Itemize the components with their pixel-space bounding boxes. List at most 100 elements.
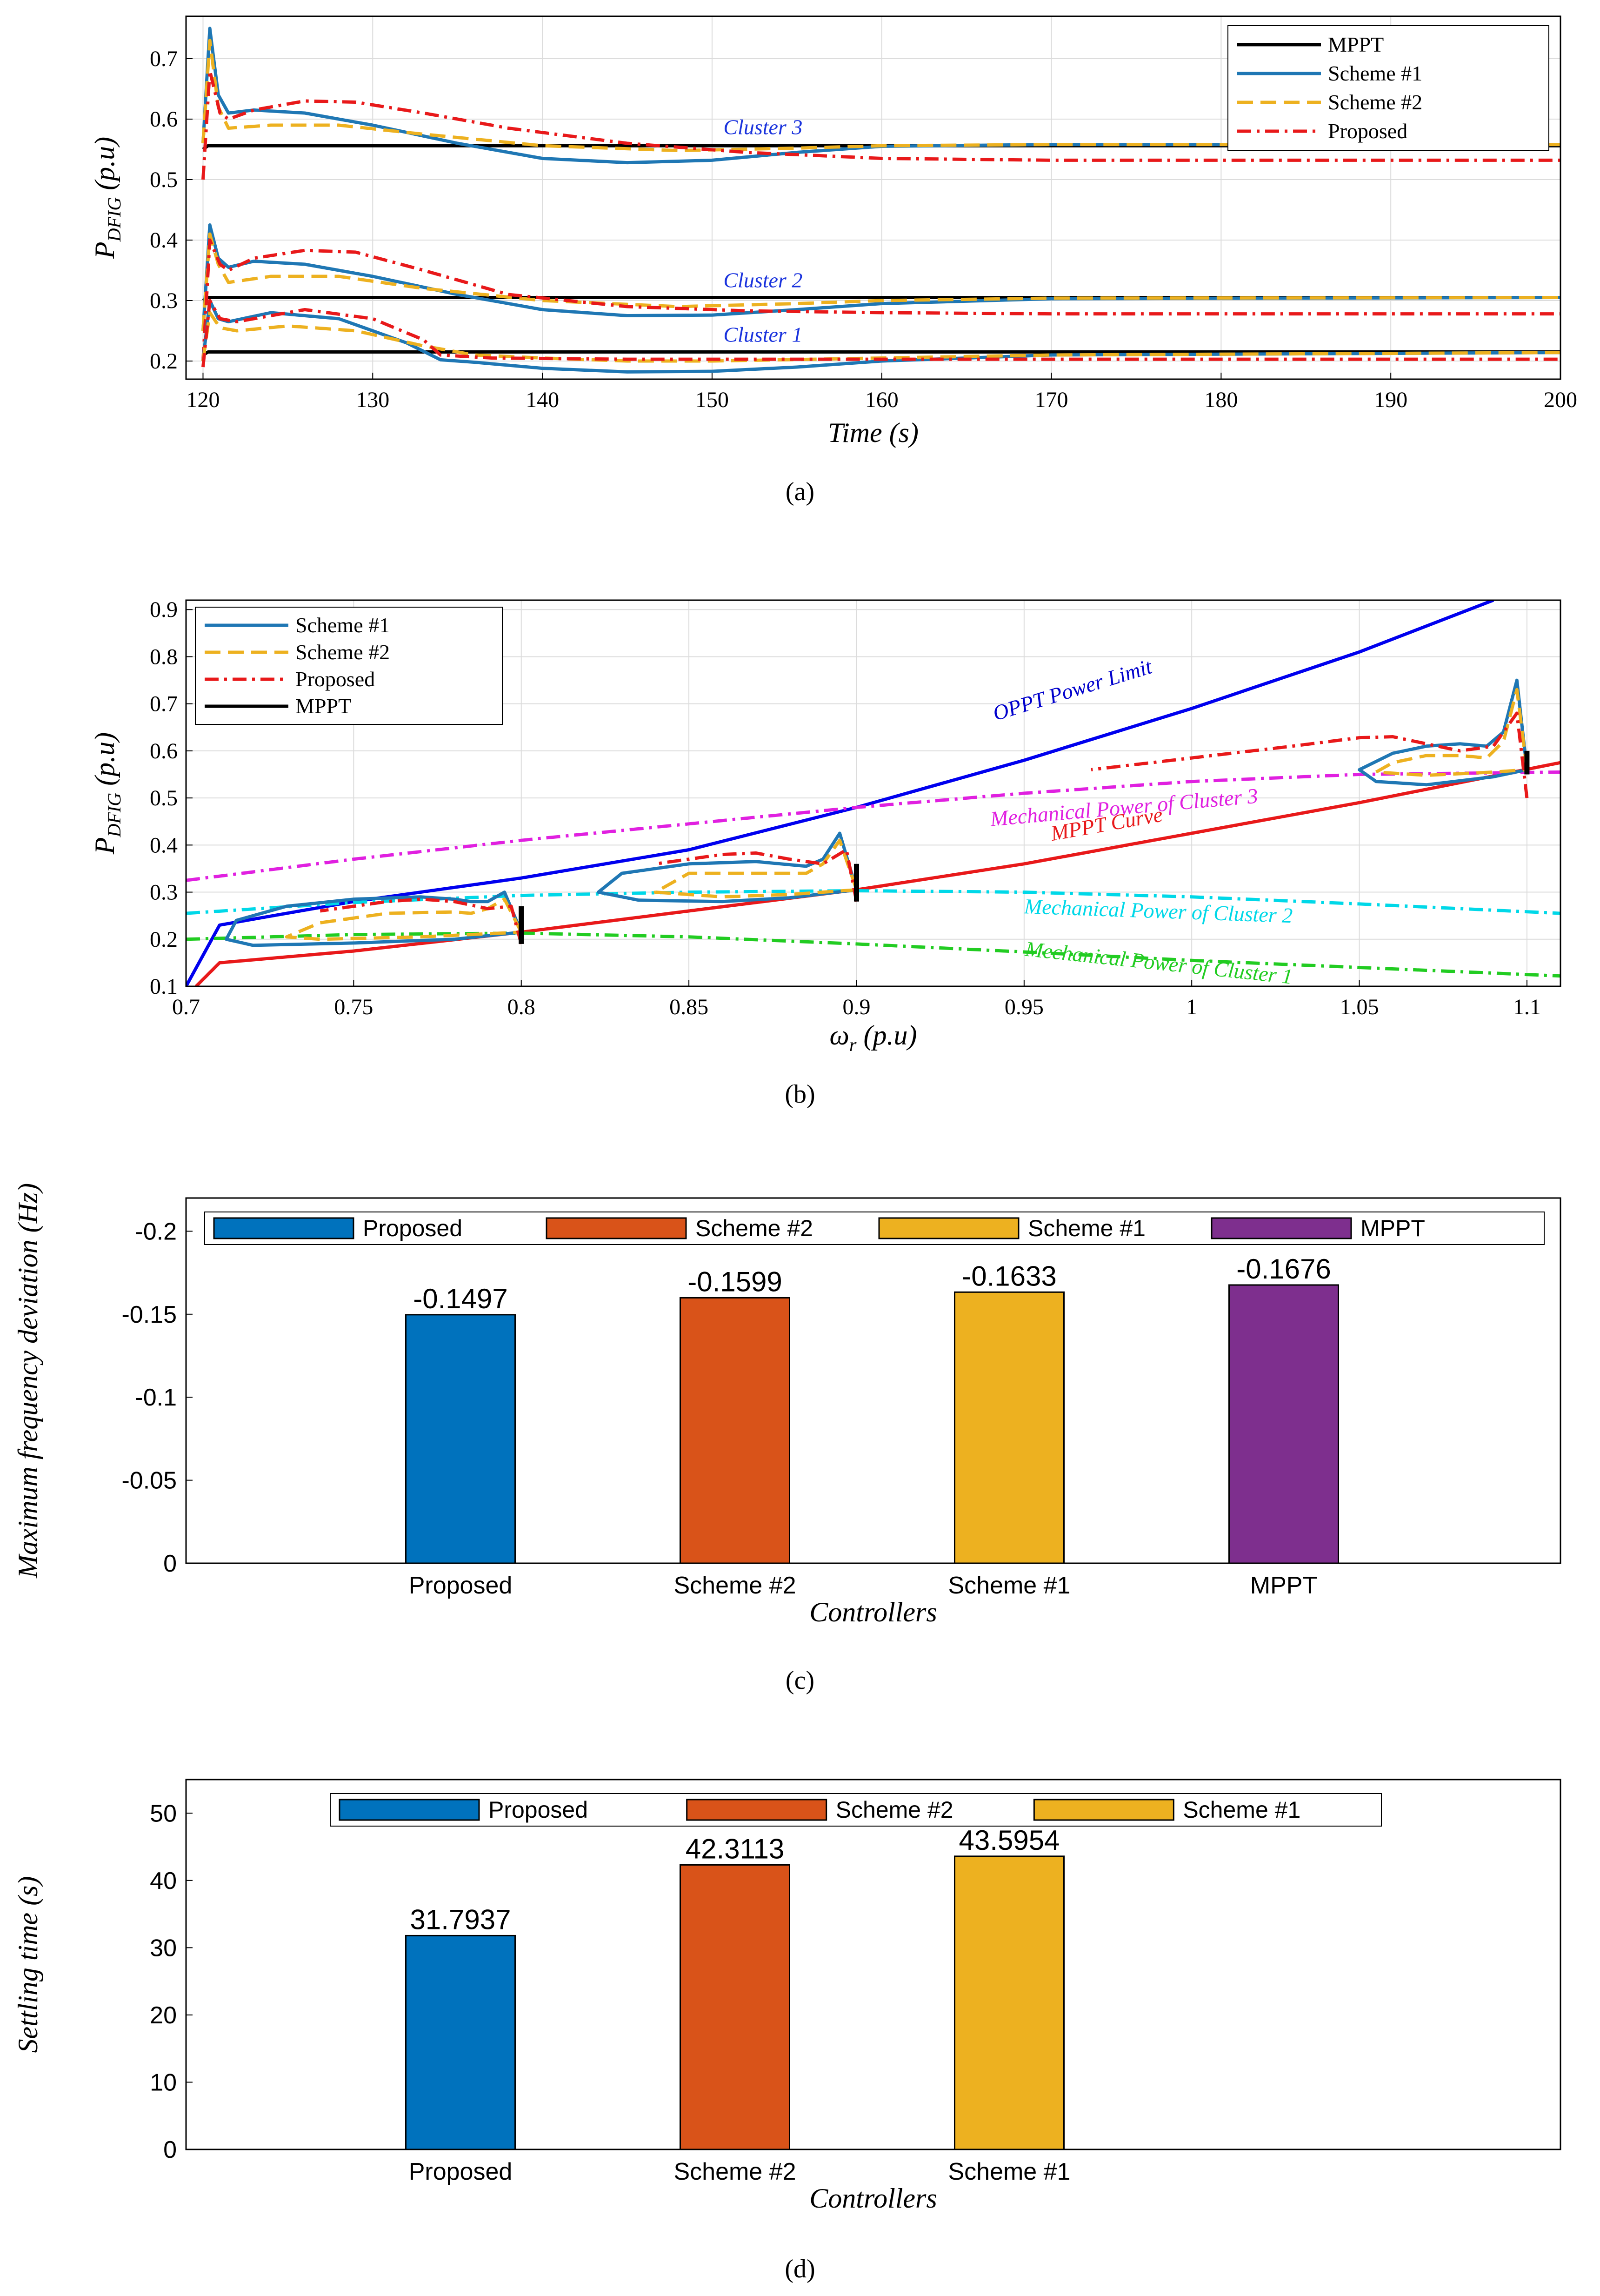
- y-axis-label: Maximum frequency deviation (Hz): [13, 1183, 43, 1579]
- legend-label: MPPT: [1328, 33, 1384, 56]
- legend-label: Proposed: [1328, 119, 1407, 143]
- legend-label: Scheme #1: [1028, 1215, 1146, 1241]
- panel-caption: (c): [786, 1666, 814, 1695]
- plot-frame-b: [185, 599, 1561, 987]
- x-tick-label: 200: [1544, 388, 1577, 412]
- x-tick-label: 190: [1374, 388, 1407, 412]
- y-axis-label: PDFIG (p.u): [89, 137, 125, 259]
- x-tick-label: 150: [695, 388, 729, 412]
- bar: [954, 1855, 1065, 2150]
- data-label: 42.3113: [686, 1833, 784, 1864]
- x-tick-label: 0.85: [669, 995, 708, 1019]
- y-tick-label: -0.1: [135, 1384, 177, 1411]
- curve-line: [186, 770, 1560, 882]
- x-tick-label: Proposed: [409, 2158, 513, 2185]
- data-label: -0.1599: [687, 1266, 782, 1297]
- legend-label: MPPT: [1360, 1215, 1425, 1241]
- y-tick-label: 40: [150, 1868, 177, 1894]
- y-tick-label: 0.2: [150, 349, 178, 374]
- y-tick-label: 20: [150, 2002, 177, 2029]
- y-tick-label: 10: [150, 2069, 177, 2096]
- x-tick-label: Scheme #2: [673, 2158, 796, 2185]
- x-tick-label: Scheme #2: [673, 1572, 796, 1599]
- y-tick-label: 30: [150, 1935, 177, 1961]
- legend-label: Proposed: [363, 1215, 462, 1241]
- series-line: [201, 223, 1560, 331]
- annotation: Cluster 3: [723, 115, 802, 139]
- plot-frame-a: [185, 15, 1561, 380]
- x-tick-label: 1.05: [1340, 995, 1379, 1019]
- series-group: [201, 27, 1560, 374]
- bar: [954, 1291, 1065, 1564]
- legend-swatch: [213, 1217, 354, 1239]
- curve-line: [186, 931, 1560, 978]
- legend-swatch: [339, 1799, 480, 1821]
- x-tick-label: 0.75: [334, 995, 373, 1019]
- legend-label: Scheme #1: [295, 613, 390, 637]
- x-tick-label: 0.7: [172, 995, 200, 1019]
- plot-area-d: [186, 1780, 1560, 2149]
- panel-caption: (b): [785, 1080, 815, 1109]
- y-tick-label: 0.3: [150, 288, 178, 313]
- x-tick-label: Scheme #1: [948, 2158, 1070, 2185]
- legend-label: Scheme #2: [836, 1797, 953, 1823]
- legend-label: Scheme #2: [695, 1215, 813, 1241]
- bar: [405, 1935, 516, 2150]
- x-tick-label: MPPT: [1250, 1572, 1317, 1599]
- curve-line: [186, 600, 1494, 986]
- legend-label: Scheme #1: [1328, 61, 1422, 85]
- legend-swatch: [686, 1799, 827, 1821]
- legend-label: Scheme #2: [1328, 90, 1422, 114]
- series-line: [655, 848, 858, 902]
- series-line: [320, 897, 523, 944]
- y-tick-label: 0.8: [150, 644, 178, 669]
- y-tick-label: 0.7: [150, 47, 178, 71]
- curve-line: [195, 761, 1560, 986]
- x-tick-label: 160: [865, 388, 899, 412]
- series-group: [186, 600, 1560, 986]
- plot-area-c: [186, 1198, 1560, 1563]
- legend-swatch: [1033, 1799, 1174, 1821]
- series-line: [1358, 678, 1529, 787]
- legend-swatch: [546, 1217, 687, 1239]
- x-tick-label: 180: [1204, 388, 1238, 412]
- legend-label: Proposed: [488, 1797, 588, 1823]
- annotation: Cluster 2: [723, 268, 802, 292]
- x-tick-label: 170: [1035, 388, 1068, 412]
- y-tick-label: 0.1: [150, 974, 178, 999]
- panel-c: 0 -0.05 -0.1 -0.15 -0.2 Proposed -0.1497 Scheme…: [13, 1183, 1561, 1695]
- y-tick-label: 0.7: [150, 692, 178, 716]
- x-tick-label: 140: [526, 388, 559, 412]
- data-label: 43.5954: [959, 1825, 1060, 1856]
- x-tick-label: 0.95: [1005, 995, 1044, 1019]
- y-tick-label: 0.3: [150, 880, 178, 905]
- y-tick-label: 50: [150, 1800, 177, 1827]
- data-label: 31.7937: [410, 1904, 511, 1935]
- x-axis-label: ωr (p.u): [830, 1020, 917, 1055]
- x-tick-label: 130: [356, 388, 389, 412]
- legend-box: [1227, 25, 1549, 151]
- x-tick-label: 0.8: [507, 995, 535, 1019]
- legend-label: MPPT: [295, 694, 351, 718]
- x-tick-label: Proposed: [409, 1572, 513, 1599]
- data-label: -0.1497: [413, 1283, 508, 1314]
- series-line: [597, 831, 858, 904]
- series-line: [285, 897, 523, 941]
- legend-swatch: [878, 1217, 1020, 1239]
- x-tick-label: Scheme #1: [948, 1572, 1070, 1599]
- y-tick-label: 0.2: [150, 927, 178, 952]
- annotation: Cluster 1: [723, 322, 802, 346]
- y-tick-label: 0.5: [150, 786, 178, 810]
- series-line: [653, 838, 858, 899]
- bar: [405, 1314, 516, 1564]
- x-tick-label: 0.9: [842, 995, 870, 1019]
- y-tick-label: -0.2: [135, 1218, 177, 1245]
- legend-label: Proposed: [295, 667, 375, 691]
- legend-swatch: [1211, 1217, 1352, 1239]
- panel-b: 0.7 0.75 0.8 0.85 0.9 0.95 1 1.05 1.1 0.1 0.2 0.3 0.…: [89, 597, 1561, 1109]
- legend-box: [330, 1793, 1382, 1827]
- x-tick-label: 1: [1186, 995, 1197, 1019]
- plot-frame-c: [185, 1197, 1561, 1564]
- y-tick-label: 0.4: [150, 228, 178, 253]
